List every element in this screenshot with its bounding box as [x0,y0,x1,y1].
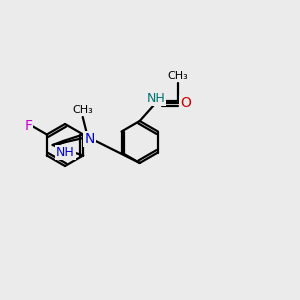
Text: NH: NH [56,146,75,158]
Text: NH: NH [146,92,165,104]
Text: F: F [24,118,32,133]
Text: CH₃: CH₃ [72,105,93,115]
Text: N: N [85,132,95,146]
Text: O: O [180,96,191,110]
Text: CH₃: CH₃ [167,71,188,81]
